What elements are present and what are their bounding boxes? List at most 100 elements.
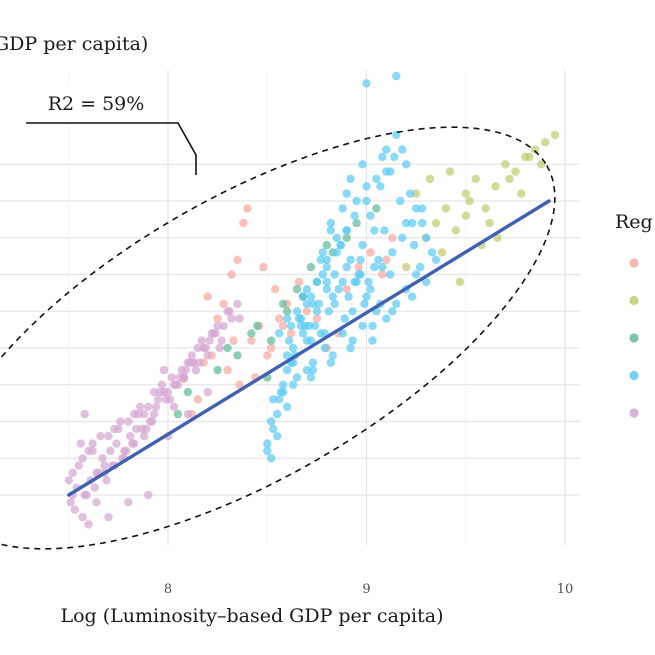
point-group-4 [431, 255, 441, 264]
point-group-4 [326, 218, 335, 228]
legend-key-group-3 [629, 333, 639, 343]
point-group-5 [66, 498, 75, 507]
point-group-4 [398, 233, 407, 242]
point-group-5 [144, 402, 153, 411]
point-group-2 [485, 218, 494, 228]
point-group-2 [501, 160, 510, 169]
legend-key-group-4 [629, 370, 639, 381]
point-group-4 [284, 336, 294, 345]
point-group-5 [140, 409, 149, 419]
point-group-4 [344, 292, 353, 301]
point-group-1 [243, 204, 252, 213]
point-group-5 [181, 365, 191, 375]
point-group-2 [517, 189, 526, 198]
point-group-4 [340, 314, 349, 323]
point-group-2 [537, 160, 546, 169]
point-group-4 [366, 285, 375, 294]
point-group-4 [342, 262, 351, 272]
point-group-4 [362, 292, 371, 301]
point-group-2 [461, 189, 470, 198]
point-group-3 [342, 233, 351, 242]
point-group-4 [376, 182, 385, 191]
point-group-4 [282, 365, 292, 375]
point-group-5 [235, 314, 244, 323]
point-group-4 [304, 321, 314, 331]
point-group-4 [408, 218, 417, 228]
point-group-4 [267, 454, 276, 463]
point-group-5 [88, 439, 97, 448]
point-group-3 [233, 351, 242, 360]
point-group-5 [145, 417, 155, 426]
point-group-5 [126, 432, 135, 441]
point-group-4 [382, 145, 391, 154]
point-group-5 [219, 321, 228, 331]
point-group-2 [445, 167, 455, 176]
point-group-5 [144, 490, 153, 500]
point-group-1 [223, 365, 232, 375]
point-group-2 [505, 174, 514, 184]
legend [629, 258, 639, 418]
point-group-4 [332, 248, 341, 257]
point-group-4 [372, 174, 381, 184]
legend-key-group-2 [629, 295, 639, 306]
legend-key-group-5 [629, 408, 639, 418]
point-group-5 [209, 329, 218, 338]
point-group-4 [326, 226, 335, 235]
point-group-1 [302, 307, 312, 316]
point-group-4 [346, 174, 355, 184]
scatter-points [64, 71, 560, 529]
point-group-5 [76, 439, 85, 448]
point-group-4 [411, 270, 421, 279]
point-group-5 [149, 387, 159, 397]
point-group-4 [318, 248, 327, 257]
point-group-3 [322, 240, 331, 250]
point-group-1 [235, 380, 244, 389]
point-group-5 [64, 476, 74, 485]
point-group-2 [431, 218, 441, 228]
point-group-4 [415, 262, 425, 272]
point-group-5 [70, 505, 79, 514]
point-group-4 [417, 204, 427, 213]
point-group-5 [132, 424, 141, 434]
point-group-4 [348, 336, 357, 345]
point-group-1 [213, 314, 222, 323]
point-group-2 [411, 189, 421, 198]
point-group-4 [320, 343, 329, 353]
point-group-4 [356, 255, 365, 264]
point-group-4 [292, 307, 302, 316]
point-group-5 [203, 351, 212, 360]
x-tick-label: 8 [164, 582, 172, 597]
point-group-4 [411, 204, 421, 213]
point-group-4 [312, 277, 322, 287]
point-group-2 [437, 248, 447, 257]
point-group-5 [102, 476, 111, 485]
point-group-3 [278, 299, 288, 309]
point-group-4 [380, 226, 389, 235]
point-group-4 [322, 285, 331, 294]
point-group-4 [346, 255, 355, 264]
point-group-5 [92, 498, 101, 507]
point-group-2 [455, 277, 464, 287]
fit-line [67, 199, 551, 497]
point-group-4 [282, 351, 292, 360]
point-group-5 [104, 432, 113, 441]
point-group-4 [269, 395, 278, 404]
point-group-2 [491, 182, 500, 191]
point-group-4 [338, 329, 347, 338]
point-group-1 [263, 351, 272, 360]
point-group-3 [253, 321, 262, 331]
legend-key-group-1 [629, 258, 639, 268]
point-group-4 [334, 285, 343, 294]
point-group-4 [294, 314, 304, 323]
point-group-5 [98, 454, 107, 463]
point-group-4 [324, 307, 333, 316]
point-group-4 [273, 432, 282, 441]
point-group-5 [187, 351, 196, 360]
point-group-1 [227, 270, 236, 279]
point-group-3 [223, 343, 232, 353]
point-group-4 [263, 446, 272, 456]
point-group-5 [213, 321, 222, 331]
point-group-4 [386, 270, 395, 279]
point-group-4 [332, 233, 341, 242]
